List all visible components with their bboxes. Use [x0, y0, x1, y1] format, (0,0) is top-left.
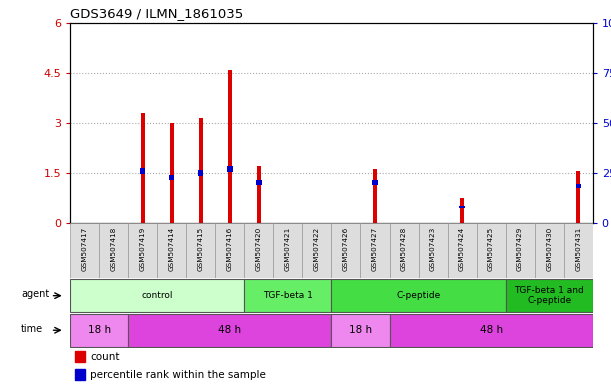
Bar	[390, 314, 593, 347]
Bar	[257, 166, 261, 223]
Bar	[76, 351, 85, 362]
Bar	[100, 223, 128, 278]
Bar	[128, 223, 158, 278]
Bar	[372, 180, 378, 185]
Text: GSM507428: GSM507428	[401, 227, 407, 271]
Bar	[244, 223, 273, 278]
Bar	[141, 113, 145, 223]
Text: GSM507419: GSM507419	[140, 227, 146, 271]
Bar	[576, 184, 581, 188]
Bar	[460, 198, 464, 223]
Text: GSM507423: GSM507423	[430, 227, 436, 271]
Text: TGF-beta 1: TGF-beta 1	[263, 291, 313, 300]
Text: 48 h: 48 h	[218, 325, 241, 335]
Bar	[70, 279, 244, 312]
Text: GSM507431: GSM507431	[575, 227, 581, 271]
Bar	[158, 223, 186, 278]
Bar	[274, 223, 302, 278]
Text: GSM507420: GSM507420	[256, 227, 262, 271]
Text: GSM507418: GSM507418	[111, 227, 117, 271]
Bar	[564, 223, 593, 278]
Bar	[170, 123, 174, 223]
Text: 18 h: 18 h	[349, 325, 372, 335]
Bar	[199, 118, 203, 223]
Bar	[128, 314, 331, 347]
Bar	[506, 279, 593, 312]
Bar	[331, 223, 360, 278]
Text: GDS3649 / ILMN_1861035: GDS3649 / ILMN_1861035	[70, 7, 244, 20]
Text: control: control	[142, 291, 173, 300]
Bar	[506, 223, 535, 278]
Text: GSM507416: GSM507416	[227, 227, 233, 271]
Text: GSM507425: GSM507425	[488, 227, 494, 271]
Bar	[360, 223, 390, 278]
Bar	[576, 171, 580, 223]
Bar	[140, 168, 145, 174]
Text: GSM507429: GSM507429	[517, 227, 523, 271]
Text: GSM507417: GSM507417	[82, 227, 88, 271]
Text: count: count	[90, 352, 120, 362]
Text: GSM507414: GSM507414	[169, 227, 175, 271]
Text: 48 h: 48 h	[480, 325, 503, 335]
Bar	[390, 223, 419, 278]
Text: GSM507415: GSM507415	[198, 227, 204, 271]
Bar	[169, 175, 175, 180]
Bar	[244, 279, 331, 312]
Bar	[198, 170, 203, 176]
Bar	[535, 223, 564, 278]
Text: 18 h: 18 h	[88, 325, 111, 335]
Bar	[228, 70, 232, 223]
Bar	[302, 223, 331, 278]
Bar	[70, 314, 128, 347]
Text: C-peptide: C-peptide	[397, 291, 441, 300]
Text: GSM507426: GSM507426	[343, 227, 349, 271]
Bar	[447, 223, 477, 278]
Text: percentile rank within the sample: percentile rank within the sample	[90, 370, 266, 380]
Bar	[331, 314, 390, 347]
Bar	[331, 279, 506, 312]
Bar	[373, 169, 377, 223]
Text: GSM507422: GSM507422	[314, 227, 320, 271]
Bar	[419, 223, 447, 278]
Bar	[70, 223, 99, 278]
Bar	[76, 369, 85, 380]
Text: GSM507427: GSM507427	[372, 227, 378, 271]
Bar	[227, 166, 233, 172]
Bar	[216, 223, 244, 278]
Bar	[256, 180, 262, 185]
Bar	[186, 223, 216, 278]
Text: GSM507424: GSM507424	[459, 227, 465, 271]
Text: GSM507430: GSM507430	[546, 227, 552, 271]
Bar	[459, 206, 465, 208]
Bar	[477, 223, 506, 278]
Text: GSM507421: GSM507421	[285, 227, 291, 271]
Text: agent: agent	[21, 289, 49, 299]
Text: time: time	[21, 323, 43, 334]
Text: TGF-beta 1 and
C-peptide: TGF-beta 1 and C-peptide	[514, 286, 584, 305]
